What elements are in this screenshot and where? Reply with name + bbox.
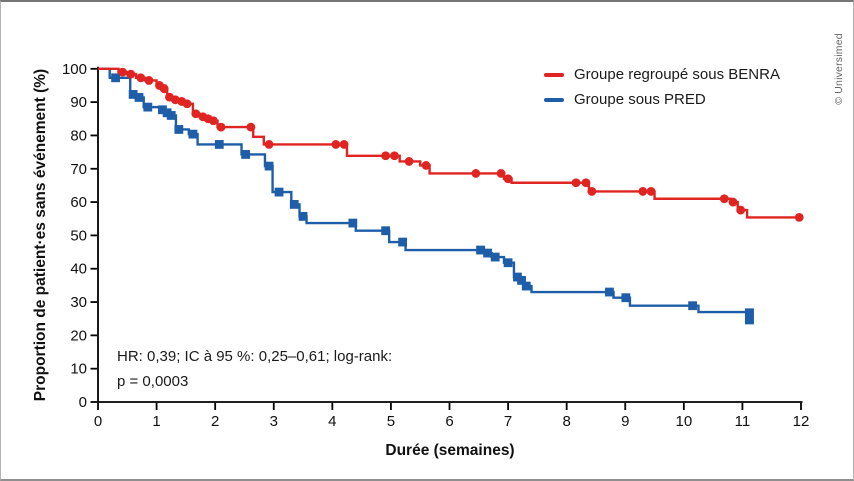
censor-square <box>166 111 176 120</box>
censor-dot <box>736 205 746 215</box>
censor-dot <box>404 157 414 166</box>
x-tick-label: 7 <box>504 413 512 430</box>
legend-label-benra: Groupe regroupé sous BENRA <box>574 66 780 83</box>
x-tick-label: 3 <box>270 413 278 430</box>
censor-dot <box>421 161 431 170</box>
x-tick-label: 9 <box>621 413 629 430</box>
y-tick-label: 50 <box>70 227 87 244</box>
censor-dot <box>159 84 169 94</box>
x-tick-label: 1 <box>152 413 160 430</box>
legend: Groupe regroupé sous BENRA Groupe sous P… <box>544 62 780 112</box>
x-tick-label: 2 <box>211 413 219 430</box>
y-axis-label: Proportion de patient·es sans événement … <box>32 68 49 402</box>
y-tick-label: 40 <box>70 261 87 278</box>
censor-dot <box>496 169 506 178</box>
censor-square <box>503 258 513 268</box>
censor-square <box>688 301 698 311</box>
benra-censor-markers <box>118 67 804 222</box>
censor-dot <box>331 140 341 149</box>
final-censor-marker <box>744 308 754 325</box>
y-tick-label: 10 <box>70 361 87 378</box>
benra-line-swatch <box>544 72 564 77</box>
censor-square <box>298 212 308 221</box>
censor-dot <box>144 76 154 85</box>
censor-square <box>158 105 167 115</box>
x-tick-label: 5 <box>387 413 395 430</box>
censor-dot <box>126 69 136 79</box>
copyright: © Universimed <box>833 33 845 105</box>
censor-dot <box>390 151 399 161</box>
censor-square <box>274 187 284 197</box>
censor-dot <box>587 187 597 196</box>
censor-dot <box>571 178 581 188</box>
legend-item-benra: Groupe regroupé sous BENRA <box>544 62 780 87</box>
y-tick-label: 90 <box>70 94 87 111</box>
stats-annotation: HR: 0,39; IC à 95 %: 0,25–0,61; log-rank… <box>117 344 392 394</box>
censor-square <box>289 200 299 209</box>
censor-dot <box>264 140 274 149</box>
y-tick-label: 0 <box>79 394 87 411</box>
censor-square <box>174 125 184 134</box>
censor-dot <box>728 197 738 207</box>
y-tick-label: 60 <box>70 194 87 211</box>
censor-dot <box>339 140 349 149</box>
censor-square <box>214 140 224 149</box>
axes <box>90 66 803 410</box>
censor-dot <box>246 122 256 132</box>
censor-square <box>348 218 358 228</box>
censor-dot <box>719 194 729 204</box>
censor-square <box>111 73 120 83</box>
censor-dot <box>471 169 481 178</box>
censor-dot <box>191 109 201 119</box>
y-tick-label: 100 <box>62 61 87 78</box>
censor-dot <box>118 67 128 77</box>
y-tick-label: 70 <box>70 161 87 178</box>
censor-square <box>476 245 485 255</box>
stats-annotation-line2: p = 0,0003 <box>117 373 189 390</box>
censor-square <box>490 252 500 262</box>
censor-dot <box>638 187 648 196</box>
censor-dot <box>646 187 656 196</box>
x-tick-label: 6 <box>445 413 453 430</box>
censor-square <box>188 129 198 139</box>
censor-square <box>381 226 391 236</box>
x-tick-label: 0 <box>94 413 102 430</box>
censor-dot <box>182 99 192 109</box>
legend-item-pred: Groupe sous PRED <box>544 87 780 112</box>
x-tick-label: 11 <box>735 413 751 430</box>
censor-square <box>134 93 144 102</box>
censor-square <box>264 161 274 171</box>
pred-censor-markers <box>111 73 754 325</box>
legend-label-pred: Groupe sous PRED <box>574 91 706 108</box>
censor-square <box>398 237 408 247</box>
x-tick-label: 4 <box>328 413 336 430</box>
censor-dot <box>381 151 391 161</box>
censor-square <box>483 248 492 258</box>
x-axis-label: Durée (semaines) <box>385 442 515 459</box>
censor-square <box>621 293 631 303</box>
y-tick-label: 30 <box>70 294 87 311</box>
pred-line-swatch <box>544 97 564 102</box>
censor-square <box>143 102 153 112</box>
censor-dot <box>216 122 226 132</box>
censor-square <box>521 281 531 291</box>
x-tick-label: 12 <box>793 413 810 430</box>
censor-dot <box>209 116 218 126</box>
stats-annotation-line1: HR: 0,39; IC à 95 %: 0,25–0,61; log-rank… <box>117 348 393 365</box>
censor-dot <box>136 73 146 83</box>
y-tick-label: 20 <box>70 327 87 344</box>
censor-square <box>517 275 526 285</box>
x-tick-label: 10 <box>675 413 692 430</box>
censor-square <box>128 90 138 99</box>
censor-dot <box>581 178 591 188</box>
censor-dot <box>503 174 513 184</box>
y-tick-label: 80 <box>70 127 87 144</box>
censor-square <box>605 287 614 297</box>
censor-square <box>241 150 251 159</box>
x-tick-label: 8 <box>562 413 570 430</box>
censor-dot <box>794 213 804 222</box>
